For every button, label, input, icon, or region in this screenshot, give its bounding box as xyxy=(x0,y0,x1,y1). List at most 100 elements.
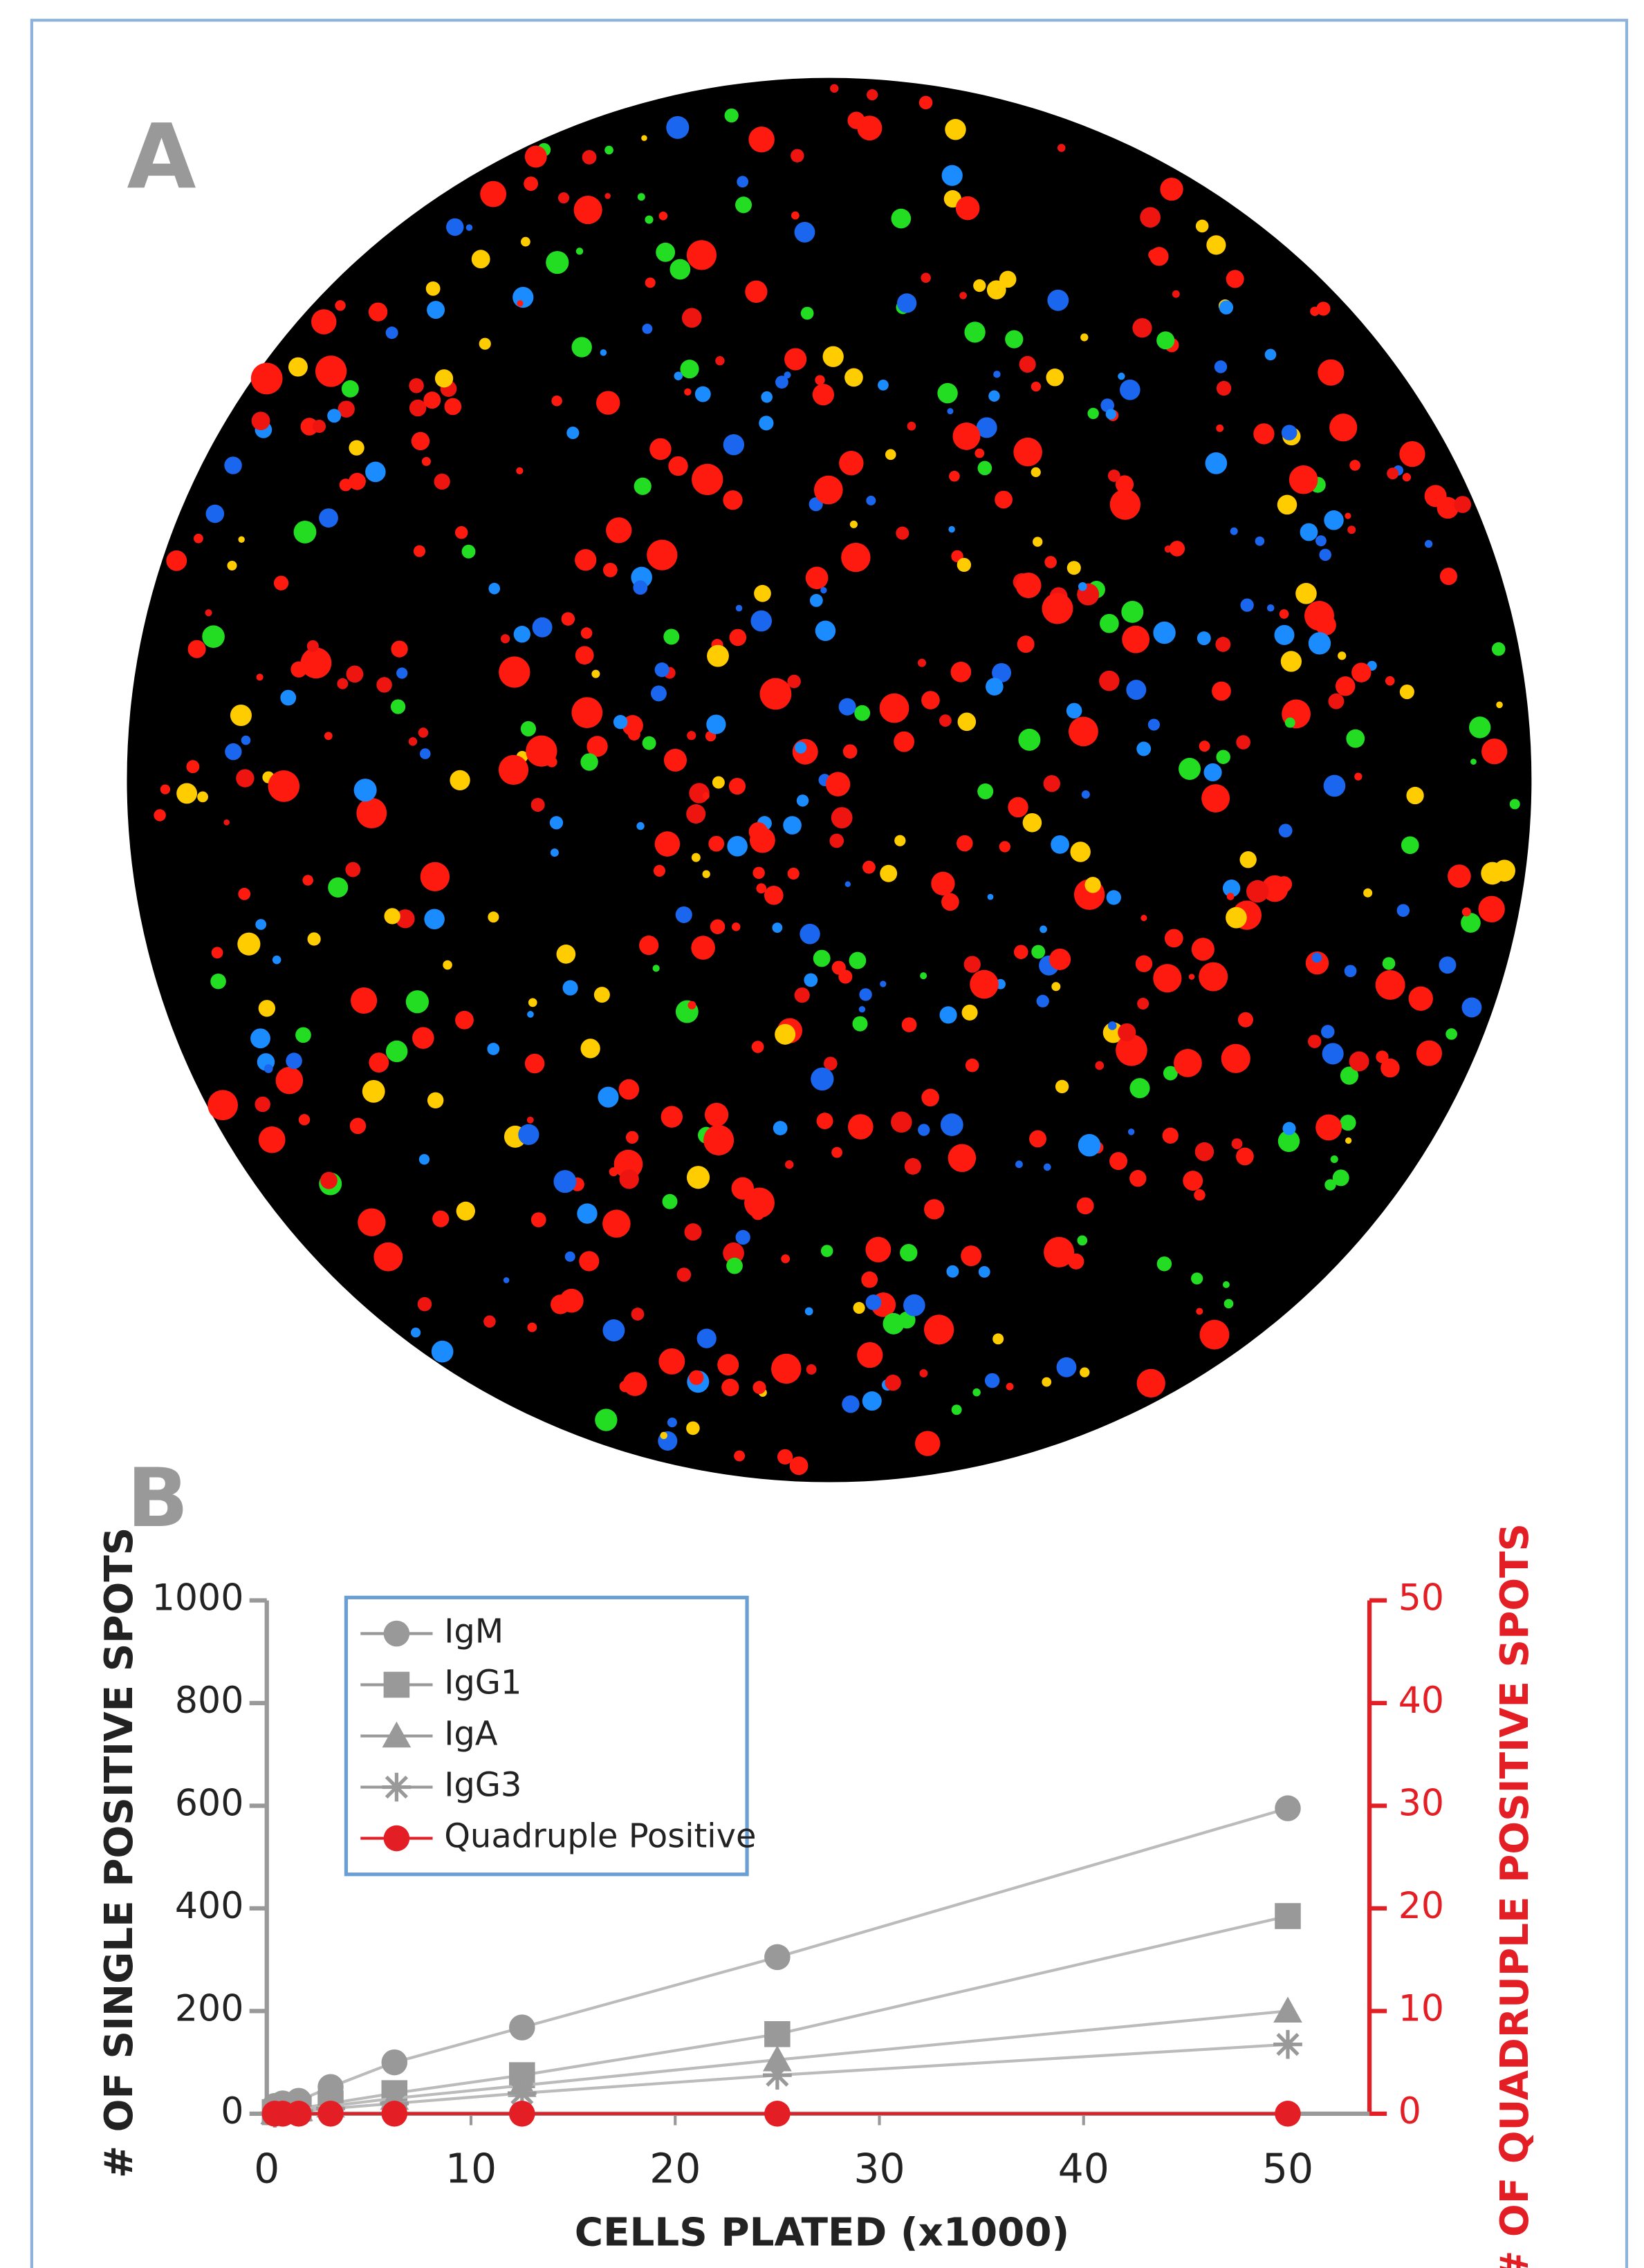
spot xyxy=(501,634,510,643)
spot xyxy=(1078,582,1087,591)
spot xyxy=(706,714,726,734)
spot xyxy=(1239,851,1256,868)
spot xyxy=(1197,631,1211,645)
spot xyxy=(942,165,963,186)
spot xyxy=(1183,1171,1203,1191)
spot xyxy=(821,1245,833,1257)
spot xyxy=(295,1028,311,1043)
spot xyxy=(1492,642,1506,656)
spot xyxy=(1315,1115,1342,1141)
spot xyxy=(972,1388,981,1397)
spot xyxy=(1031,945,1045,959)
spot xyxy=(853,1016,868,1032)
y-tick-label: 800 xyxy=(175,1680,243,1722)
spot xyxy=(730,629,747,647)
spot xyxy=(773,1121,788,1135)
spot xyxy=(1309,632,1331,654)
marker xyxy=(382,2101,408,2127)
spot xyxy=(423,391,441,409)
spot xyxy=(939,714,952,727)
spot xyxy=(1046,369,1064,387)
spot xyxy=(1253,423,1274,444)
y-tick-label: 600 xyxy=(175,1783,243,1824)
spot xyxy=(566,427,579,439)
spot xyxy=(813,384,834,405)
spot xyxy=(815,375,824,384)
spot xyxy=(1276,876,1292,892)
spot xyxy=(1157,1256,1172,1271)
spot xyxy=(750,611,772,632)
spot xyxy=(959,292,967,299)
y2-tick-label: 30 xyxy=(1398,1783,1444,1824)
spot xyxy=(1295,583,1317,604)
spot xyxy=(735,196,752,213)
spot xyxy=(1216,750,1230,763)
spot xyxy=(602,1209,631,1238)
spot xyxy=(1129,1170,1146,1187)
spot xyxy=(1199,963,1228,992)
spot xyxy=(421,862,450,891)
y-tick-label: 1000 xyxy=(152,1578,244,1619)
spot xyxy=(631,1308,645,1321)
spot xyxy=(676,907,692,923)
spot xyxy=(1349,460,1360,471)
spot xyxy=(1200,1320,1230,1350)
spot xyxy=(409,737,417,745)
spot xyxy=(749,822,768,842)
spot xyxy=(1107,890,1121,904)
spot xyxy=(830,84,838,93)
spot xyxy=(1246,880,1269,903)
spot xyxy=(512,287,533,308)
spot xyxy=(995,491,1013,509)
spot xyxy=(273,956,281,965)
spot xyxy=(212,947,223,958)
spot xyxy=(166,550,187,571)
spot xyxy=(1214,360,1227,373)
spot xyxy=(351,987,377,1014)
spot xyxy=(1170,541,1185,556)
spot xyxy=(1282,425,1297,440)
spot xyxy=(919,96,932,109)
spot xyxy=(480,181,506,207)
spot xyxy=(737,176,748,187)
marker xyxy=(764,2101,791,2127)
spot xyxy=(560,1289,584,1313)
spot xyxy=(600,349,607,356)
spot xyxy=(356,798,387,828)
spot xyxy=(948,526,954,532)
spot xyxy=(1120,380,1140,400)
spot xyxy=(941,1113,963,1136)
spot xyxy=(427,301,445,319)
spot xyxy=(396,667,407,678)
spot xyxy=(736,605,743,612)
spot xyxy=(952,1404,962,1415)
spot xyxy=(897,293,916,313)
spot xyxy=(1005,330,1023,348)
spot xyxy=(826,772,850,796)
spot xyxy=(1401,836,1419,854)
spot xyxy=(427,1093,443,1108)
spot xyxy=(1195,1142,1214,1161)
spot xyxy=(1078,1134,1101,1157)
spot xyxy=(255,1097,270,1112)
spot xyxy=(1240,599,1253,612)
spot xyxy=(964,956,981,972)
spot xyxy=(237,933,260,956)
spot xyxy=(859,988,871,1001)
spot xyxy=(1118,1023,1136,1041)
spot xyxy=(1068,1254,1084,1270)
spot xyxy=(518,1124,539,1145)
spot xyxy=(596,391,620,414)
spot xyxy=(257,673,264,680)
spot xyxy=(299,1114,310,1125)
spot xyxy=(1194,1189,1205,1200)
spot xyxy=(663,1194,678,1209)
spot xyxy=(524,176,538,191)
marker xyxy=(509,2014,535,2041)
spot xyxy=(362,1080,385,1103)
spot xyxy=(409,378,424,393)
spot xyxy=(264,1064,273,1073)
spot xyxy=(1425,540,1432,548)
spot xyxy=(946,1265,959,1278)
spot xyxy=(1148,250,1159,261)
